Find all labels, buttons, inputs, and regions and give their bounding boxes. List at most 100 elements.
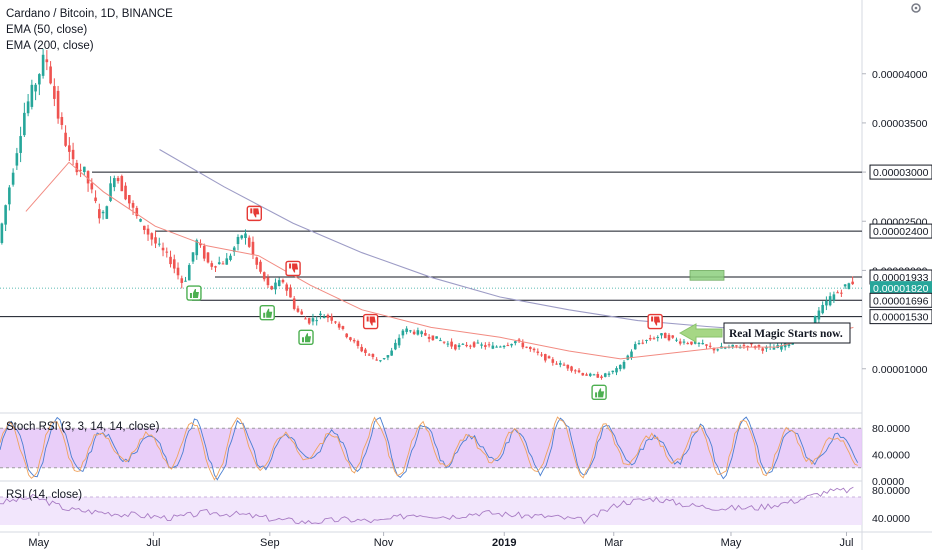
candle-down	[708, 345, 712, 347]
candle-down	[221, 263, 225, 265]
candle-down	[49, 66, 52, 84]
candle-down	[255, 257, 259, 265]
candle-down	[750, 343, 753, 345]
candle-up	[0, 223, 4, 243]
candle-down	[690, 341, 693, 345]
candle-down	[667, 334, 671, 341]
candle-up	[738, 347, 742, 349]
candle-up	[813, 315, 817, 325]
candle-up	[615, 368, 618, 373]
candles-group	[0, 48, 854, 380]
candle-down	[124, 185, 127, 200]
candle-up	[457, 345, 461, 348]
stoch-d-line	[0, 416, 858, 481]
candle-down	[86, 171, 90, 184]
candle-up	[682, 341, 686, 343]
candle-down	[214, 266, 217, 268]
stoch-k-line	[0, 416, 859, 481]
candle-up	[439, 340, 442, 342]
ema-fast-label[interactable]: EMA (50, close)	[6, 24, 88, 36]
candle-down	[71, 149, 75, 160]
thumb-shape	[289, 263, 299, 273]
candle-up	[236, 236, 240, 245]
candle-up	[693, 340, 697, 344]
candle-up	[15, 153, 19, 166]
candle-up	[184, 280, 187, 282]
level-value: 0.00001696	[873, 295, 929, 307]
candle-up	[675, 339, 678, 341]
candle-up	[630, 351, 633, 358]
candle-up	[502, 345, 506, 348]
candle-down	[757, 344, 761, 348]
candle-down	[570, 366, 573, 371]
rsi-line	[0, 486, 854, 525]
level-badge	[869, 292, 932, 308]
candle-up	[622, 361, 626, 369]
candle-up	[499, 346, 502, 348]
gear-ring	[911, 3, 921, 13]
stoch-band	[0, 428, 862, 468]
candle-up	[697, 342, 701, 344]
stoch-rsi-label[interactable]: Stoch RSI (3, 3, 14, 14, close)	[6, 421, 160, 433]
symbol-title[interactable]: Cardano / Bitcoin, 1D, BINANCE	[6, 8, 173, 20]
candle-up	[637, 343, 641, 345]
candle-up	[195, 240, 199, 256]
candle-up	[311, 318, 315, 322]
level-value: 0.00001933	[873, 272, 929, 284]
rsi-label[interactable]: RSI (14, close)	[6, 489, 83, 501]
candle-down	[206, 252, 210, 263]
candle-up	[34, 84, 37, 92]
annotation-text: Real Magic Starts now.	[729, 328, 843, 340]
candle-down	[116, 177, 120, 182]
candle-up	[19, 136, 22, 153]
ema-200-line	[159, 149, 837, 332]
thumbs-down-icon	[285, 260, 301, 277]
candle-down	[120, 176, 124, 192]
thumbs-up-icon	[186, 285, 202, 301]
candle-down	[517, 339, 521, 342]
candle-down	[712, 347, 716, 351]
level-badge	[869, 309, 932, 325]
chart-legend: Cardano / Bitcoin, 1D, BINANCE EMA (50, …	[6, 6, 173, 54]
level-value: 0.00002400	[873, 226, 929, 238]
level-badge	[869, 164, 932, 180]
candle-down	[544, 354, 547, 361]
candle-down	[135, 207, 139, 217]
candle-down	[210, 263, 214, 267]
ema-slow-label[interactable]: EMA (200, close)	[6, 40, 94, 52]
candle-up	[379, 360, 382, 362]
thumb-shape	[263, 308, 273, 318]
rsi-tick-label: 80.0000	[872, 485, 910, 497]
thumbs-down-icon	[647, 313, 663, 330]
candle-down	[202, 245, 206, 259]
candle-up	[277, 280, 281, 287]
candle-down	[555, 363, 558, 365]
candle-down	[663, 332, 667, 339]
candle-down	[562, 364, 566, 366]
candle-down	[60, 117, 64, 125]
candle-down	[307, 318, 311, 324]
candle-up	[435, 336, 438, 339]
candle-down	[53, 86, 56, 99]
candle-up	[187, 265, 191, 281]
candle-down	[56, 90, 60, 119]
candle-down	[573, 370, 577, 372]
settings-gear-icon[interactable]	[911, 3, 921, 13]
candle-down	[836, 292, 839, 294]
candle-down	[352, 340, 356, 342]
candle-up	[611, 370, 615, 373]
candle-down	[412, 331, 416, 335]
thumb-shape	[651, 316, 661, 326]
gear-hub	[914, 6, 918, 10]
candle-up	[446, 343, 450, 345]
candle-down	[330, 316, 333, 321]
ema-50-line	[25, 161, 854, 360]
candle-down	[356, 340, 360, 346]
candle-up	[476, 342, 480, 344]
candle-up	[618, 364, 622, 370]
thumb-shape	[250, 208, 260, 218]
candle-down	[180, 278, 184, 283]
candle-up	[38, 74, 41, 85]
